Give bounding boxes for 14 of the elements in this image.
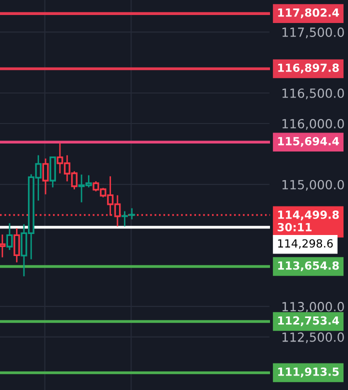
ref-line-label: 116,897.8 (278, 64, 339, 74)
y-tick-label: 112,500.0 (282, 332, 344, 344)
y-tick-label: 117,500.0 (282, 27, 344, 38)
ref-line-label: 114,298.6 (278, 239, 333, 249)
y-tick-label: 116,000.0 (282, 118, 344, 130)
y-tick-label: 115,000.0 (282, 180, 344, 191)
ref-line-label: 115,694.4 (278, 136, 339, 147)
ref-line-label: 112,753.4 (278, 316, 339, 326)
ref-line-label: 111,913.5 (278, 368, 339, 378)
ref-line-label: 114,499.8 30:11 (278, 210, 339, 232)
y-tick-label: 113,000.0 (282, 302, 344, 313)
ref-line-label: 117,802.4 (278, 8, 339, 18)
ref-line-label: 113,654.8 (278, 261, 339, 272)
y-tick-label: 116,500.0 (282, 88, 344, 100)
